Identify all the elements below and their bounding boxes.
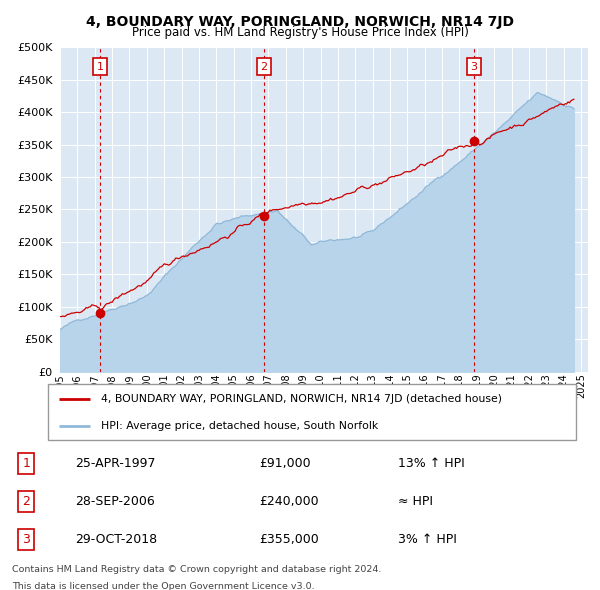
Text: 3: 3 <box>470 62 478 71</box>
Text: 4, BOUNDARY WAY, PORINGLAND, NORWICH, NR14 7JD (detached house): 4, BOUNDARY WAY, PORINGLAND, NORWICH, NR… <box>101 394 502 404</box>
Text: This data is licensed under the Open Government Licence v3.0.: This data is licensed under the Open Gov… <box>12 582 314 590</box>
Text: 1: 1 <box>22 457 31 470</box>
Text: 3% ↑ HPI: 3% ↑ HPI <box>398 533 457 546</box>
Text: £240,000: £240,000 <box>260 494 319 507</box>
Text: £91,000: £91,000 <box>260 457 311 470</box>
Text: 3: 3 <box>22 533 31 546</box>
Text: 2: 2 <box>260 62 268 71</box>
Text: ≈ HPI: ≈ HPI <box>398 494 433 507</box>
Text: 28-SEP-2006: 28-SEP-2006 <box>76 494 155 507</box>
Text: 1: 1 <box>97 62 104 71</box>
Text: 25-APR-1997: 25-APR-1997 <box>76 457 156 470</box>
Text: 29-OCT-2018: 29-OCT-2018 <box>76 533 157 546</box>
Text: 4, BOUNDARY WAY, PORINGLAND, NORWICH, NR14 7JD: 4, BOUNDARY WAY, PORINGLAND, NORWICH, NR… <box>86 15 514 29</box>
Text: 13% ↑ HPI: 13% ↑ HPI <box>398 457 464 470</box>
Text: £355,000: £355,000 <box>260 533 319 546</box>
Text: 2: 2 <box>22 494 31 507</box>
Text: HPI: Average price, detached house, South Norfolk: HPI: Average price, detached house, Sout… <box>101 421 378 431</box>
Text: Contains HM Land Registry data © Crown copyright and database right 2024.: Contains HM Land Registry data © Crown c… <box>12 565 382 573</box>
Text: Price paid vs. HM Land Registry's House Price Index (HPI): Price paid vs. HM Land Registry's House … <box>131 26 469 39</box>
